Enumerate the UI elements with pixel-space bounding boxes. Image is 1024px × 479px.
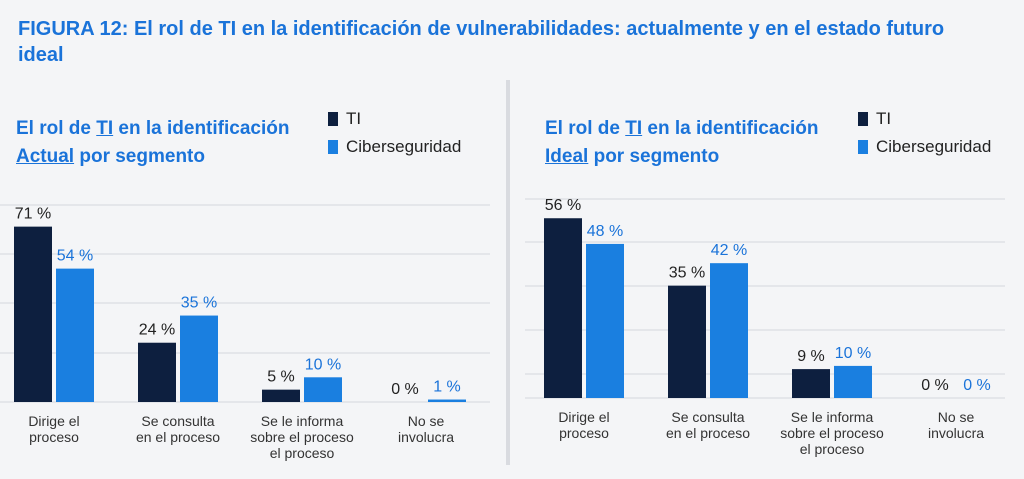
data-label: 71 %: [15, 206, 51, 223]
bar-ciberseguridad: [586, 243, 624, 398]
category-label: No se: [408, 413, 445, 429]
panel-title-part: TI: [96, 118, 114, 139]
panel-title-part: El rol de: [545, 118, 626, 139]
data-label: 42 %: [711, 242, 747, 259]
data-label: 0 %: [391, 381, 419, 398]
bar-ti: [14, 226, 52, 402]
data-label: 10 %: [305, 356, 341, 373]
bar-ti: [262, 389, 300, 402]
bar-ciberseguridad: [56, 268, 94, 402]
category-label: el proceso: [800, 441, 865, 457]
bar-ciberseguridad: [180, 315, 218, 402]
category-label: en el proceso: [666, 425, 750, 441]
figure-title: FIGURA 12: El rol de TI en la identifica…: [18, 18, 945, 66]
data-label: 1 %: [433, 379, 461, 396]
category-label: Dirige el: [558, 409, 609, 425]
data-label: 54 %: [57, 248, 93, 265]
bar-ti: [138, 342, 176, 402]
data-label: 9 %: [797, 348, 825, 365]
panel-title-part: Ideal: [545, 146, 589, 167]
panel-title-ideal: El rol de TI en la identificación Ideal …: [545, 115, 818, 171]
category-label: Se le informa: [261, 413, 344, 429]
data-label: 5 %: [267, 369, 295, 386]
category-label: Se consulta: [671, 409, 744, 425]
category-label: en el proceso: [136, 429, 220, 445]
legend-swatch-ciber: [328, 140, 338, 154]
category-label: sobre el proceso: [250, 429, 354, 445]
legend-label-ciber: Ciberseguridad: [346, 137, 462, 156]
legend-label-ti: TI: [876, 109, 892, 128]
category-label: Se consulta: [141, 413, 214, 429]
bar-ti: [792, 369, 830, 398]
legend-label-ciber: Ciberseguridad: [876, 137, 992, 156]
category-label: proceso: [29, 429, 79, 445]
category-label: el proceso: [270, 445, 335, 461]
legend-label-ti: TI: [346, 109, 362, 128]
category-label: involucra: [398, 429, 454, 445]
bar-ciberseguridad: [304, 377, 342, 402]
data-label: 35 %: [181, 295, 217, 312]
bar-ti: [668, 285, 706, 398]
bar-ti: [544, 218, 582, 398]
panel-title-actual: El rol de TI en la identificación Actual…: [16, 115, 289, 171]
panel-title-part: en la identificación: [113, 118, 290, 139]
panel-divider: [506, 80, 510, 465]
data-label: 0 %: [921, 377, 949, 394]
legend-swatch-ti: [328, 112, 338, 126]
bar-ciberseguridad: [710, 263, 748, 398]
panel-title-part: en la identificación: [642, 118, 819, 139]
panel-title-part: por segmento: [588, 146, 720, 167]
data-label: 35 %: [669, 265, 705, 282]
data-label: 56 %: [545, 197, 581, 214]
panel-title-part: TI: [625, 118, 643, 139]
category-label: Se le informa: [791, 409, 874, 425]
data-label: 10 %: [835, 345, 871, 362]
category-label: Dirige el: [28, 413, 79, 429]
data-label: 24 %: [139, 322, 175, 339]
legend-ideal: TI Ciberseguridad: [858, 105, 991, 161]
panel-title-part: Actual: [16, 146, 75, 167]
category-label: No se: [938, 409, 975, 425]
data-label: 48 %: [587, 223, 623, 240]
category-label: proceso: [559, 425, 609, 441]
category-label: sobre el proceso: [780, 425, 884, 441]
data-label: 0 %: [963, 377, 991, 394]
panel-title-part: El rol de: [16, 118, 97, 139]
legend-actual: TI Ciberseguridad: [328, 105, 461, 161]
category-label: involucra: [928, 425, 984, 441]
panel-title-part: por segmento: [74, 146, 205, 167]
bar-ciberseguridad: [834, 365, 872, 398]
legend-swatch-ti: [858, 112, 868, 126]
legend-swatch-ciber: [858, 140, 868, 154]
bar-ciberseguridad: [428, 399, 466, 402]
